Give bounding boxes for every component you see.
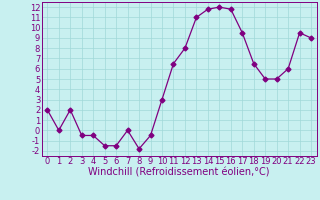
X-axis label: Windchill (Refroidissement éolien,°C): Windchill (Refroidissement éolien,°C) (88, 168, 270, 178)
